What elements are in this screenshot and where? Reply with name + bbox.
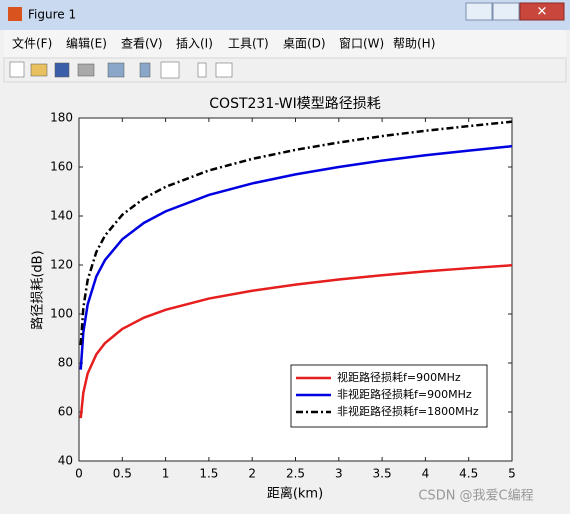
x-tick-label: 4 (422, 467, 430, 481)
legend-label: 视距路径损耗f=900MHz (337, 370, 461, 384)
x-tick-label: 1.5 (199, 467, 218, 481)
y-tick-label: 80 (58, 356, 73, 370)
plot-tools-icon[interactable] (215, 62, 233, 78)
minimize-button[interactable] (465, 2, 493, 21)
menu-item[interactable]: 编辑(E) (66, 36, 107, 51)
x-tick-label: 2.5 (286, 467, 305, 481)
pointer-icon[interactable] (197, 62, 207, 78)
y-tick-label: 40 (58, 454, 73, 468)
new-icon[interactable] (9, 61, 25, 78)
watermark: CSDN @我爱C编程 (418, 489, 533, 504)
y-tick-label: 60 (58, 405, 73, 419)
x-tick-label: 3.5 (373, 467, 392, 481)
legend-icon[interactable] (160, 61, 180, 79)
chart-title: COST231-WI模型路径损耗 (209, 96, 380, 112)
menu-item[interactable]: 查看(V) (121, 37, 163, 51)
open-icon[interactable] (30, 63, 48, 77)
legend-label: 非视距路径损耗f=1800MHz (337, 404, 479, 418)
menu-item[interactable]: 文件(F) (12, 36, 52, 51)
colorbar-icon[interactable] (139, 62, 151, 78)
window-title: Figure 1 (28, 8, 76, 22)
x-tick-label: 4.5 (459, 467, 478, 481)
y-axis-label: 路径损耗(dB) (30, 250, 46, 329)
menu-item[interactable]: 窗口(W) (339, 37, 384, 51)
menu-item[interactable]: 工具(T) (228, 37, 269, 51)
legend-label: 非视距路径损耗f=900MHz (337, 387, 472, 401)
app-icon (8, 7, 22, 21)
menu-item[interactable]: 桌面(D) (283, 37, 326, 51)
series-line (79, 144, 513, 370)
y-tick-label: 160 (50, 160, 73, 174)
y-tick-label: 180 (50, 111, 73, 125)
toolbar (3, 57, 567, 83)
x-tick-label: 0 (75, 467, 83, 481)
x-tick-label: 1 (162, 467, 170, 481)
y-tick-label: 140 (50, 209, 73, 223)
series-line (79, 120, 513, 346)
link-icon[interactable] (107, 62, 125, 78)
x-axis-label: 距离(km) (267, 486, 323, 502)
x-tick-label: 0.5 (113, 467, 132, 481)
print-icon[interactable] (77, 63, 95, 77)
y-tick-label: 120 (50, 258, 73, 272)
y-tick-label: 100 (50, 307, 73, 321)
x-tick-label: 5 (508, 467, 516, 481)
x-tick-label: 2 (248, 467, 256, 481)
close-button[interactable] (519, 2, 565, 21)
x-tick-label: 3 (335, 467, 343, 481)
menu-item[interactable]: 帮助(H) (393, 37, 435, 51)
menu-item[interactable]: 插入(I) (176, 37, 213, 51)
save-icon[interactable] (54, 62, 70, 78)
menu-bar (4, 30, 566, 57)
close-icon: ✕ (537, 5, 548, 20)
series-line (79, 263, 513, 419)
maximize-button[interactable] (492, 2, 520, 21)
